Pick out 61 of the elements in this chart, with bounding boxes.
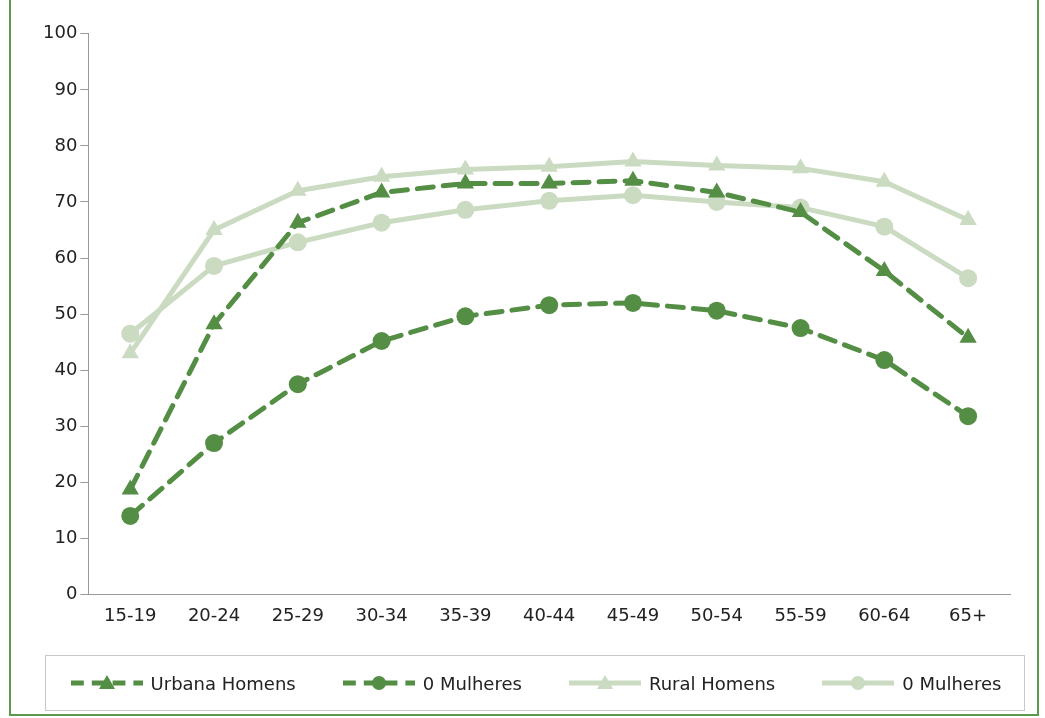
legend-label: 0 Mulheres: [422, 672, 522, 694]
y-tick-label: 10: [54, 526, 78, 548]
point: [875, 260, 893, 276]
point: [540, 173, 558, 189]
point: [121, 324, 140, 343]
y-tick-label: 80: [54, 133, 78, 155]
y-tick-label: 100: [43, 21, 78, 43]
point: [456, 173, 475, 189]
point: [708, 155, 726, 171]
x-tick-label: 50-54: [690, 603, 743, 625]
y-tick-label: 60: [54, 245, 78, 267]
x-tick-label: 45-49: [606, 603, 660, 625]
y-tick-label: 50: [54, 301, 78, 323]
x-tick-label: 20-24: [187, 603, 241, 625]
point: [372, 166, 391, 182]
x-tick-label: 15-19: [104, 603, 157, 625]
point: [791, 319, 810, 338]
point: [456, 159, 475, 175]
point: [540, 156, 558, 172]
legend-label: Urbana Homens: [150, 672, 296, 694]
point: [707, 301, 726, 320]
point: [623, 293, 642, 312]
point: [959, 209, 977, 225]
x-tick-label: 35-39: [439, 603, 492, 625]
point: [624, 151, 642, 167]
y-tick-label: 0: [65, 582, 78, 604]
point: [205, 220, 223, 236]
x-tick-label: 65+: [949, 603, 988, 625]
point: [372, 213, 391, 232]
point: [205, 256, 224, 275]
x-tick-label: 30-34: [355, 603, 408, 625]
y-tick-label: 70: [54, 189, 78, 211]
x-tick-label: 40-44: [523, 603, 576, 625]
point: [372, 182, 391, 198]
legend-label: Rural Homens: [649, 672, 776, 694]
point: [289, 212, 307, 228]
point: [540, 191, 559, 210]
point: [456, 307, 475, 326]
x-tick-label: 25-29: [271, 603, 324, 625]
y-tick-label: 20: [54, 469, 78, 491]
point: [875, 217, 894, 236]
point: [875, 351, 894, 370]
point: [288, 375, 307, 394]
point: [791, 158, 810, 174]
point: [791, 202, 810, 218]
x-tick-label: 60-64: [858, 603, 911, 625]
point: [456, 200, 475, 219]
y-tick-label: 40: [54, 357, 78, 379]
point: [959, 269, 978, 288]
point: [708, 182, 726, 198]
y-tick-label: 30: [54, 413, 78, 435]
point: [624, 170, 642, 186]
point: [540, 296, 559, 315]
point: [372, 332, 391, 351]
point: [205, 434, 224, 453]
point: [205, 314, 223, 330]
x-tick-label: 55-59: [774, 603, 827, 625]
point: [959, 407, 978, 426]
point: [288, 233, 307, 252]
y-tick-label: 90: [54, 77, 78, 99]
legend-label: 0 Mulheres: [902, 672, 1002, 694]
